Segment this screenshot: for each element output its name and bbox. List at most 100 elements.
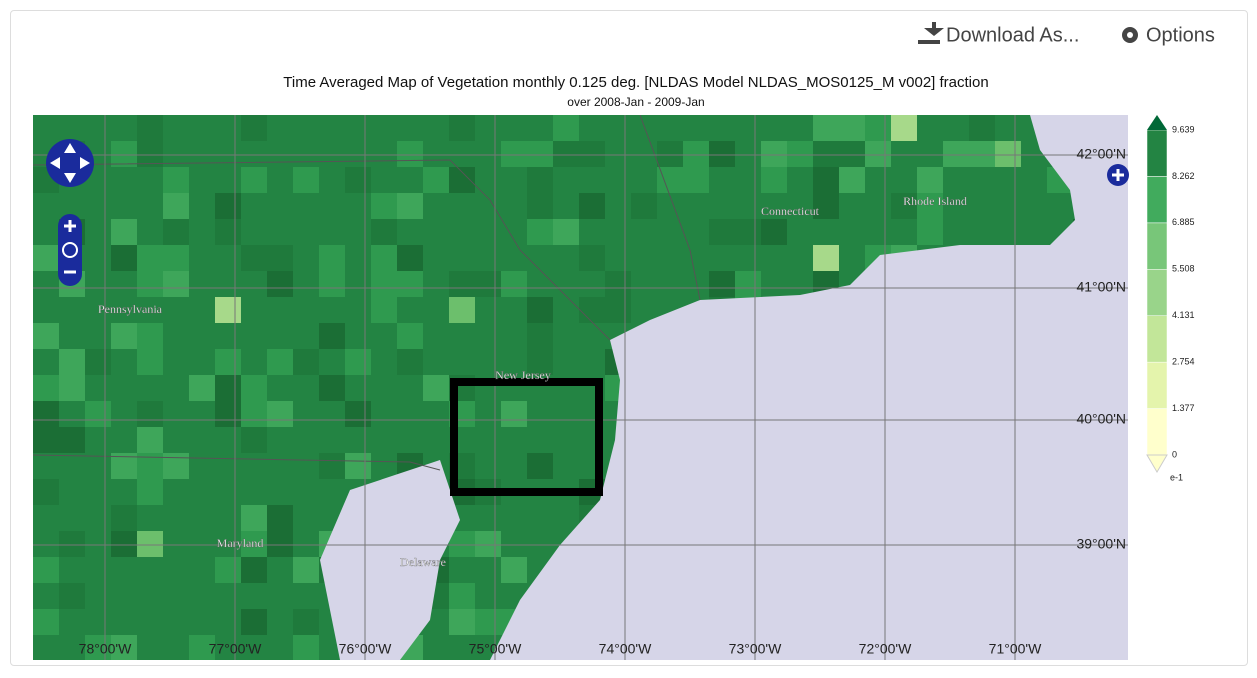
tile <box>267 245 293 271</box>
tile <box>969 141 995 167</box>
download-button[interactable]: Download As... <box>918 22 1079 46</box>
tile <box>449 297 475 323</box>
tile <box>761 141 787 167</box>
border <box>33 159 611 341</box>
tile <box>319 375 345 401</box>
legend-swatch <box>1146 361 1168 409</box>
tile <box>267 531 293 557</box>
tile <box>501 401 527 427</box>
lon-label: 76°00'W <box>339 641 392 657</box>
tile <box>163 219 189 245</box>
tile <box>371 219 397 245</box>
card <box>10 10 1248 666</box>
map-title: Time Averaged Map of Vegetation monthly … <box>283 74 988 91</box>
tile <box>163 271 189 297</box>
options-button[interactable]: Options <box>1122 24 1215 46</box>
legend-swatch <box>1146 269 1168 316</box>
tile <box>111 245 137 271</box>
tile <box>33 427 59 453</box>
zoom-bar[interactable] <box>58 214 82 286</box>
tile <box>137 141 163 167</box>
tile <box>215 401 241 427</box>
tile <box>111 635 137 660</box>
tile <box>241 375 267 401</box>
pan-pad[interactable] <box>46 139 94 187</box>
lon-label: 75°00'W <box>469 641 522 657</box>
lon-label: 78°00'W <box>79 641 132 657</box>
tile <box>605 271 631 297</box>
tile <box>735 271 761 297</box>
tile <box>33 401 59 427</box>
tile <box>683 167 709 193</box>
tile <box>839 141 865 167</box>
tile <box>137 427 163 453</box>
tile <box>657 141 683 167</box>
tile <box>33 479 59 505</box>
legend-tick: 6.885 <box>1172 217 1195 227</box>
tile <box>579 141 605 167</box>
tile <box>683 141 709 167</box>
tile <box>137 349 163 375</box>
tile <box>241 167 267 193</box>
tile <box>969 115 995 141</box>
pan-arrows <box>50 143 90 183</box>
tile <box>943 141 969 167</box>
tile <box>33 245 59 271</box>
tile <box>319 323 345 349</box>
tile <box>163 245 189 271</box>
tile <box>761 167 787 193</box>
tile <box>241 557 267 583</box>
tile <box>579 193 605 219</box>
tile <box>501 141 527 167</box>
tile <box>891 115 917 141</box>
layer-switcher[interactable] <box>1107 164 1129 186</box>
bay <box>320 460 460 660</box>
tile <box>241 531 267 557</box>
tile <box>137 479 163 505</box>
tile <box>813 193 839 219</box>
legend-swatch <box>1146 408 1168 456</box>
tile <box>241 245 267 271</box>
tile <box>371 193 397 219</box>
tile <box>59 375 85 401</box>
tile <box>293 167 319 193</box>
tile <box>293 557 319 583</box>
tile <box>163 453 189 479</box>
gear-hole <box>1127 32 1133 38</box>
lat-label: 39°00'N <box>1076 536 1126 552</box>
tile <box>267 505 293 531</box>
options-label[interactable]: Options <box>1146 24 1215 46</box>
tile <box>85 635 111 660</box>
place-label: Maryland <box>217 536 264 550</box>
zoom-signs <box>64 220 76 274</box>
tile <box>995 141 1021 167</box>
map-subtitle: over 2008-Jan - 2009-Jan <box>567 95 704 109</box>
tile <box>319 271 345 297</box>
tile <box>293 349 319 375</box>
tile <box>917 219 943 245</box>
pan-control[interactable] <box>46 139 94 187</box>
place-label: Connecticut <box>761 204 820 218</box>
border <box>639 115 701 301</box>
tile <box>371 297 397 323</box>
tile <box>579 245 605 271</box>
tile <box>345 167 371 193</box>
zoom-control[interactable] <box>58 214 82 286</box>
tile <box>891 193 917 219</box>
legend-tick: 0 <box>1172 449 1177 459</box>
tile <box>839 115 865 141</box>
selection-box[interactable] <box>450 378 603 496</box>
tile <box>449 271 475 297</box>
tile <box>709 271 735 297</box>
tile <box>111 219 137 245</box>
tile <box>241 609 267 635</box>
tile <box>865 115 891 141</box>
tile <box>397 193 423 219</box>
border <box>33 454 441 471</box>
lat-label: 41°00'N <box>1076 279 1126 295</box>
ocean <box>490 115 1128 660</box>
download-label[interactable]: Download As... <box>946 24 1079 46</box>
tiles <box>33 115 1128 660</box>
tile <box>33 557 59 583</box>
